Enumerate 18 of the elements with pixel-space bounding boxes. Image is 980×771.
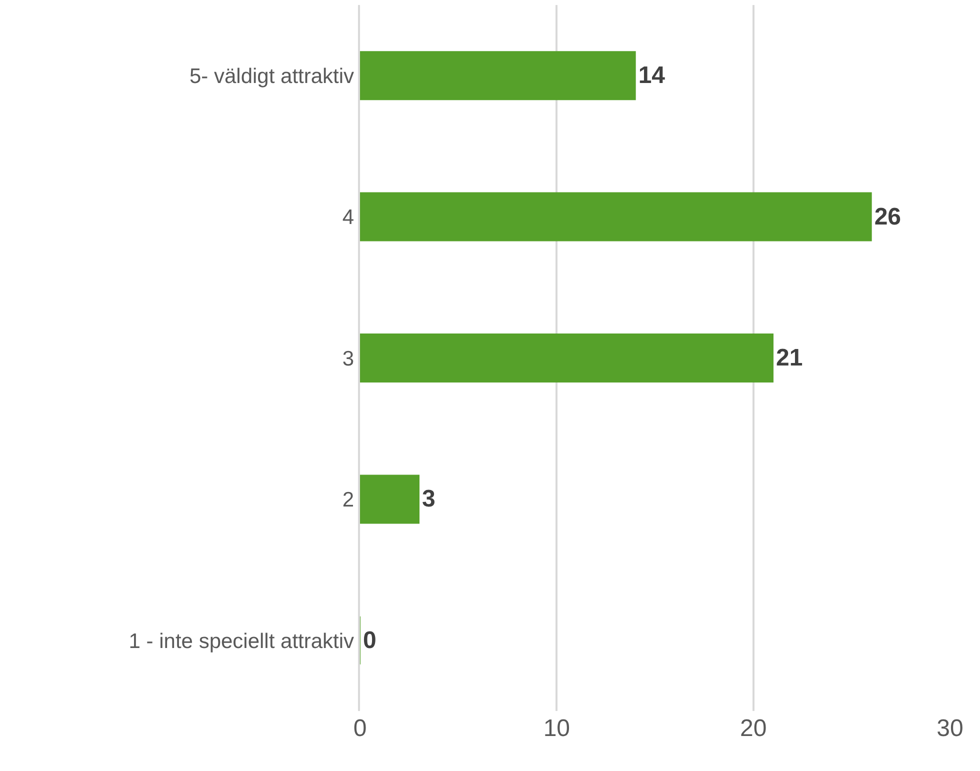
bar [360, 334, 774, 382]
x-tick-label: 0 [353, 715, 367, 742]
bar [360, 192, 872, 242]
y-tick-label: 3 [342, 347, 354, 370]
y-tick-label: 1 - inte speciellt attraktiv [128, 630, 355, 653]
y-tick-label: 4 [342, 206, 354, 230]
y-tick-label: 2 [342, 488, 354, 512]
x-tick-label: 30 [936, 715, 964, 742]
x-tick-label: 20 [740, 715, 767, 742]
data-label: 26 [874, 203, 902, 230]
data-label: 0 [363, 626, 376, 654]
data-label: 14 [638, 62, 666, 90]
y-tick-label: 5- väldigt attraktiv [189, 64, 355, 88]
data-label: 21 [776, 344, 803, 372]
data-label: 3 [422, 486, 436, 513]
bar [360, 51, 636, 100]
bar [360, 474, 420, 524]
x-tick-label: 10 [543, 715, 570, 742]
